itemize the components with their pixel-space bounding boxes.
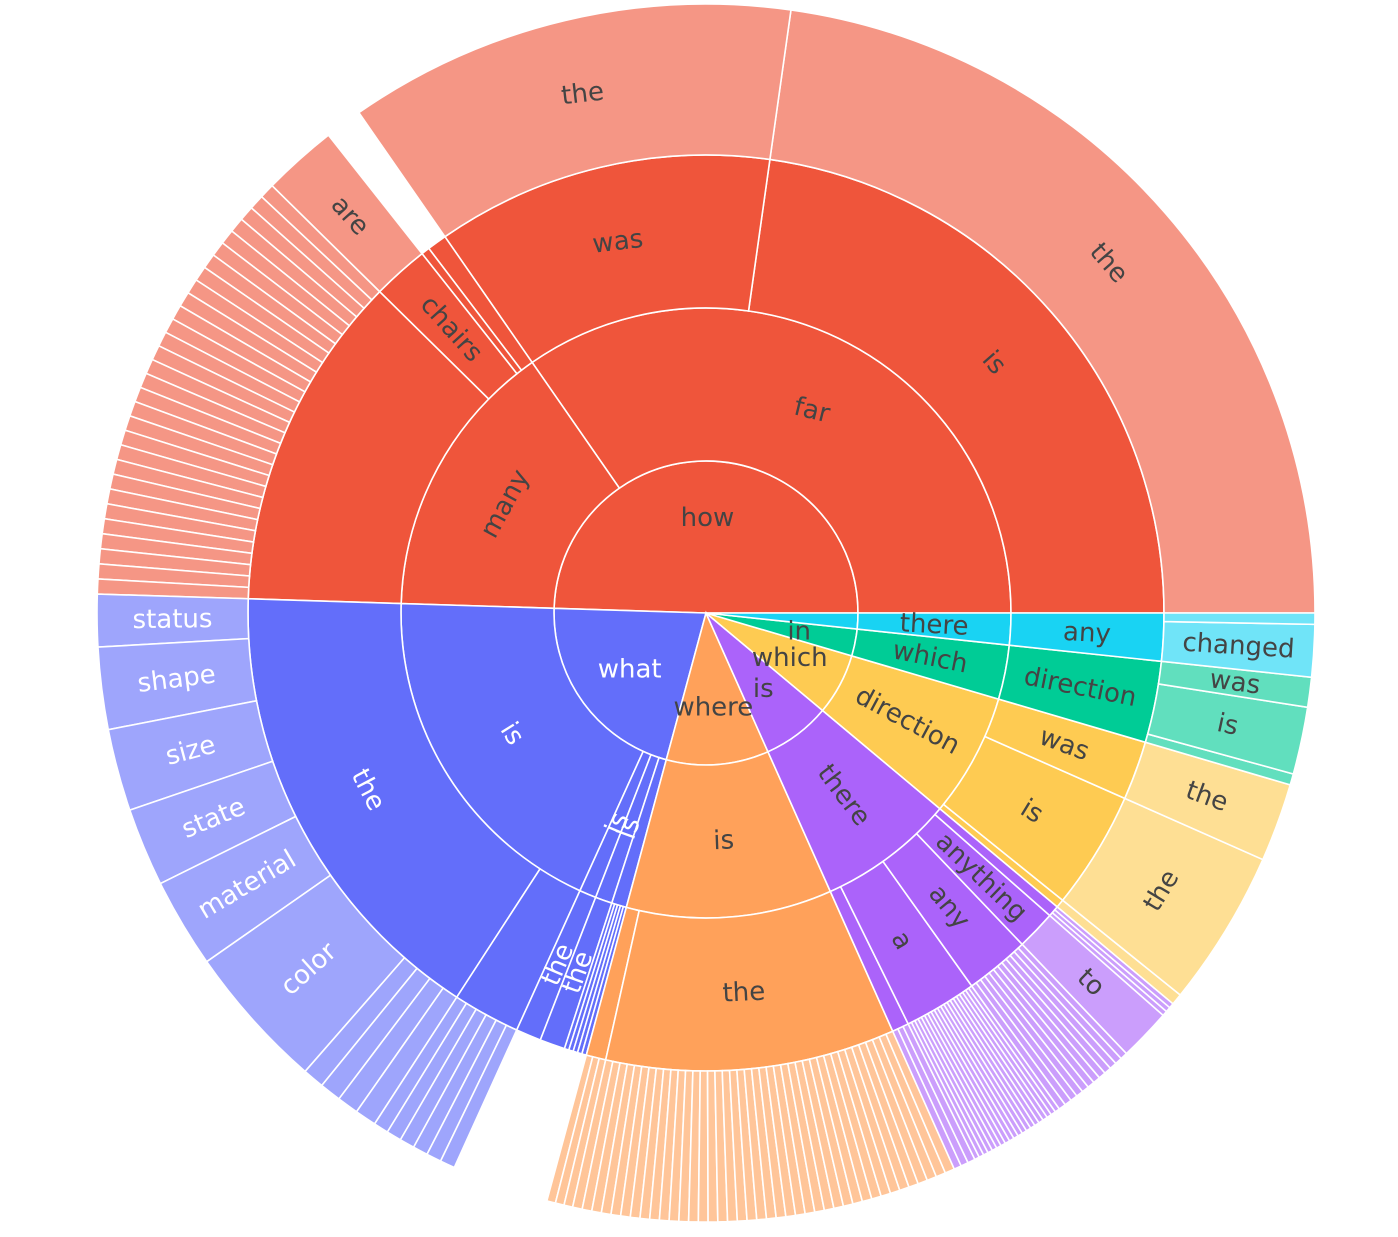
segment-where-0-1-0-13[interactable]	[697, 1070, 709, 1223]
segment-are-0-0-1[interactable]	[1163, 612, 1316, 626]
segment-how-0-1-0[interactable]	[357, 3, 792, 238]
segment-how-0-0-0[interactable]	[768, 9, 1316, 614]
sunburst-segments	[96, 3, 1316, 1223]
